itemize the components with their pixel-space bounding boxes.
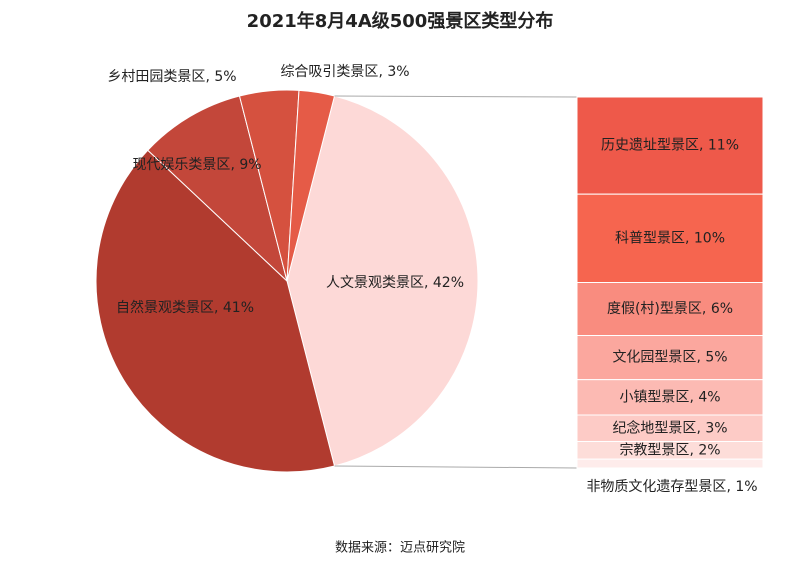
label-separator: , <box>696 350 705 366</box>
bar-segment <box>576 96 764 195</box>
data-label: 小镇型景区, 4% <box>619 389 720 405</box>
bar-segment <box>576 193 764 284</box>
data-label: 人文景观类景区, 42% <box>326 275 464 291</box>
chart-title: 2021年8月4A级500强景区类型分布 <box>247 10 554 32</box>
label-value: 5% <box>214 69 236 85</box>
label-name: 纪念地型景区 <box>612 419 696 436</box>
bar-segment <box>576 379 764 416</box>
label-separator: , <box>230 157 239 173</box>
label-separator: , <box>699 138 708 154</box>
label-separator: , <box>685 230 694 246</box>
label-name: 科普型景区 <box>615 230 685 246</box>
source: 数据来源：迈点研究院 <box>335 541 465 556</box>
label-value: 11% <box>708 138 739 154</box>
data-label: 非物质文化遗存型景区, 1% <box>586 479 757 495</box>
label-name: 人文景观类景区 <box>326 275 424 291</box>
connector <box>334 95 578 98</box>
pie-slice <box>95 149 336 473</box>
label-value: 10% <box>694 230 725 246</box>
label-name: 小镇型景区 <box>619 389 689 405</box>
data-label: 综合吸引类景区, 3% <box>280 64 409 80</box>
data-label: 文化园型景区, 5% <box>612 350 727 366</box>
data-label: 宗教型景区, 2% <box>619 442 720 458</box>
label-separator: , <box>424 275 433 291</box>
label-separator: , <box>726 479 735 495</box>
label-name: 现代娱乐类景区 <box>132 157 230 173</box>
pie-slice <box>286 89 336 282</box>
data-label: 度假(村)型景区, 6% <box>607 301 733 317</box>
label-value: 9% <box>239 157 261 173</box>
label-value: 4% <box>698 389 720 405</box>
label-name: 非物质文化遗存型景区 <box>586 479 726 495</box>
data-label: 乡村田园类景区, 5% <box>107 69 236 85</box>
label-value: 5% <box>705 350 727 366</box>
label-name: 文化园型景区 <box>612 350 696 366</box>
data-label: 科普型景区, 10% <box>615 230 725 246</box>
label-value: 1% <box>735 479 757 495</box>
label-separator: , <box>214 300 223 316</box>
bar-segment <box>576 414 764 442</box>
label-separator: , <box>696 420 705 436</box>
bar-segment <box>576 458 764 469</box>
label-value: 2% <box>698 442 720 458</box>
data-label: 自然景观类景区, 41% <box>116 299 254 316</box>
label-value: 3% <box>387 64 409 80</box>
label-name: 综合吸引类景区 <box>280 64 378 80</box>
label-name: 宗教型景区 <box>619 442 689 458</box>
label-separator: , <box>205 69 214 85</box>
label-name: 历史遗址型景区 <box>601 138 699 154</box>
label-value: 6% <box>711 301 733 317</box>
label-separator: , <box>702 301 711 317</box>
label-name: 自然景观类景区 <box>116 299 214 316</box>
label-name: 度假(村)型景区 <box>607 301 702 317</box>
pie-slice <box>147 95 288 283</box>
label-separator: , <box>689 442 698 458</box>
label-separator: , <box>378 64 387 80</box>
label-value: 3% <box>705 420 727 436</box>
label-value: 42% <box>433 275 464 291</box>
pie-slice <box>286 95 479 467</box>
connector <box>334 465 578 469</box>
data-label: 历史遗址型景区, 11% <box>601 138 739 154</box>
label-separator: , <box>689 389 698 405</box>
label-value: 41% <box>223 300 254 316</box>
label-name: 乡村田园类景区 <box>107 69 205 85</box>
data-label: 现代娱乐类景区, 9% <box>132 157 261 173</box>
data-label: 纪念地型景区, 3% <box>612 419 727 436</box>
